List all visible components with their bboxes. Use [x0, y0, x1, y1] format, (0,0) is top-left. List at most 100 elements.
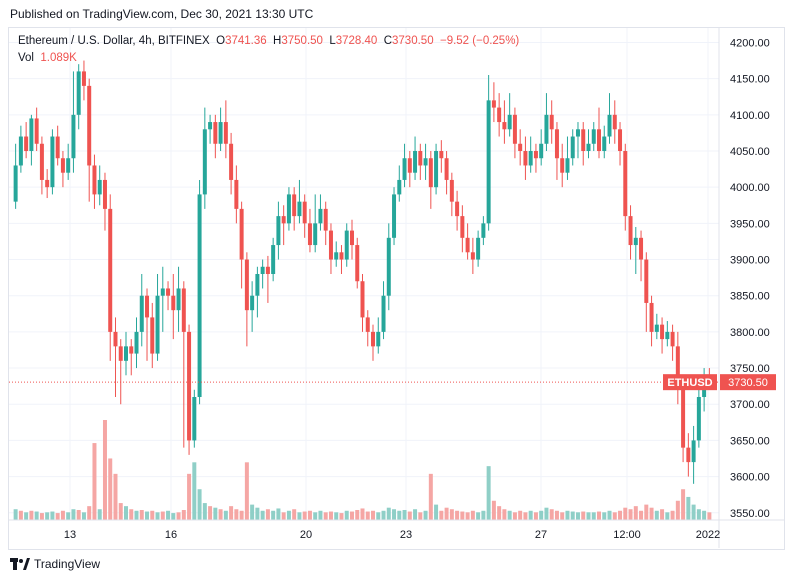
volume-bar: [145, 511, 150, 520]
volume-bar: [607, 510, 612, 520]
volume-bar: [491, 500, 496, 520]
volume-bar: [533, 512, 538, 520]
volume-bar: [502, 509, 507, 520]
candle: [486, 75, 491, 231]
volume-bars: [13, 420, 712, 520]
y-tick-label: 3550.00: [730, 508, 770, 520]
candle: [413, 136, 418, 180]
candle: [250, 281, 255, 332]
candle: [418, 143, 423, 180]
volume-bar: [349, 511, 354, 520]
candle: [208, 114, 213, 144]
y-tick-label: 4000.00: [730, 182, 770, 194]
volume-bar: [544, 507, 549, 520]
candle: [313, 194, 318, 253]
volume-bar: [686, 496, 691, 520]
volume-bar: [328, 511, 333, 520]
volume-bar: [539, 510, 544, 520]
volume-bar: [376, 512, 381, 520]
volume-bar: [213, 507, 218, 520]
volume-bar: [455, 510, 460, 520]
volume-bar: [39, 513, 44, 520]
chart-frame: [8, 27, 785, 550]
candle: [197, 179, 202, 405]
volume-bar: [681, 489, 686, 520]
symbol-tag: [663, 374, 717, 391]
volume-bar: [139, 510, 144, 520]
volume-bar: [108, 458, 113, 520]
candle: [202, 107, 207, 209]
volume-bar: [434, 504, 439, 520]
candle: [50, 129, 55, 195]
volume-bar: [13, 509, 18, 520]
open-value: 3741.36: [225, 35, 267, 47]
volume-bar: [460, 511, 465, 520]
candle: [223, 100, 228, 159]
volume-bar: [675, 500, 680, 520]
candle: [428, 151, 433, 209]
candle: [623, 143, 628, 231]
candle: [176, 266, 181, 332]
candle: [271, 237, 276, 282]
candle: [66, 143, 71, 180]
candle: [302, 194, 307, 238]
y-tick-label: 3650.00: [730, 435, 770, 447]
volume-bar: [150, 510, 155, 520]
volume-bar: [476, 512, 481, 520]
footer: TradingView: [10, 557, 100, 571]
volume-bar: [549, 509, 554, 520]
candle: [102, 172, 107, 231]
candle: [13, 143, 18, 209]
candle: [602, 125, 607, 159]
y-tick-label: 3900.00: [730, 255, 770, 267]
candle: [123, 331, 128, 376]
last-price-line: ETHUSD 3730.50: [9, 374, 776, 391]
candle: [334, 241, 339, 267]
candle: [323, 201, 328, 246]
candle: [328, 223, 333, 274]
candle: [286, 187, 291, 231]
candle: [145, 288, 150, 361]
volume-bar: [276, 508, 281, 520]
candle: [297, 179, 302, 224]
price-axis: 4200.00 4150.00 4100.00 4050.00 4000.00 3950.…: [9, 28, 785, 548]
candle: [344, 223, 349, 267]
candle: [139, 274, 144, 347]
candle: [255, 266, 260, 318]
volume-bar: [428, 473, 433, 520]
volume-bar: [486, 466, 491, 520]
candle: [581, 122, 586, 166]
candle: [108, 194, 113, 361]
volume-bar: [444, 507, 449, 520]
candle: [612, 100, 617, 144]
volume-bar: [81, 512, 86, 520]
candle: [281, 205, 286, 246]
volume-bar: [34, 511, 39, 520]
candle: [444, 151, 449, 195]
candle: [234, 165, 239, 224]
candle: [113, 317, 118, 397]
candles: [13, 60, 712, 484]
x-tick-label: 16: [165, 529, 177, 541]
volume-bar: [192, 462, 197, 520]
candle: [376, 317, 381, 354]
candle: [55, 125, 60, 166]
price-tag: [720, 374, 776, 391]
candle: [365, 310, 370, 347]
candle: [597, 107, 602, 159]
candle: [76, 64, 81, 130]
candle: [670, 324, 675, 361]
volume-bar: [512, 512, 517, 520]
y-tick-label: 3800.00: [730, 327, 770, 339]
volume-bar: [45, 512, 50, 520]
candle: [386, 223, 391, 311]
volume-bar: [691, 504, 696, 520]
candle: [381, 281, 386, 340]
candle: [360, 274, 365, 332]
volume-bar: [271, 510, 276, 520]
volume-bar: [292, 509, 297, 520]
candle: [402, 143, 407, 188]
candle: [239, 201, 244, 289]
volume-bar: [481, 510, 486, 520]
